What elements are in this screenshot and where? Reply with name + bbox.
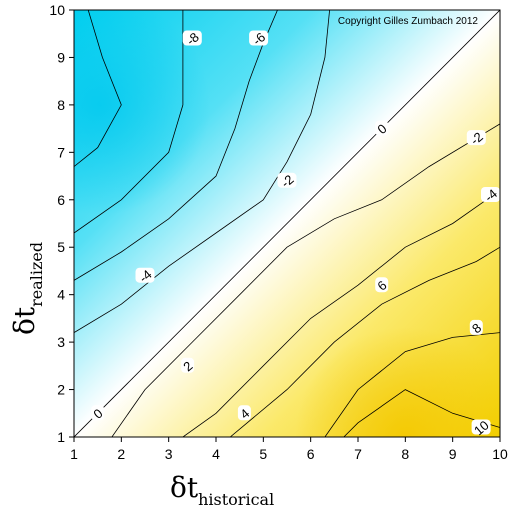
contour-label: -2 — [466, 129, 486, 148]
x-tick-label: 10 — [492, 446, 508, 462]
y-tick-label: 7 — [57, 144, 65, 160]
y-tick-label: 1 — [57, 429, 65, 445]
y-tick-label: 8 — [57, 97, 65, 113]
contour-label-background — [181, 357, 195, 373]
y-axis-label: δtrealized — [8, 242, 46, 335]
contour-label-background — [375, 120, 389, 136]
contour-label-background — [91, 405, 105, 421]
y-tick-label: 2 — [57, 382, 65, 398]
y-axis-subscript: realized — [27, 242, 46, 307]
contour-label: -6 — [249, 29, 268, 48]
x-tick-label: 8 — [401, 446, 409, 462]
x-tick-label: 3 — [165, 446, 173, 462]
contour-label-background — [237, 405, 251, 421]
contour-label: 0 — [374, 120, 390, 137]
copyright-note: Copyright Gilles Zumbach 2012 — [338, 16, 479, 27]
contour-line — [74, 10, 500, 437]
contour-label-background — [182, 30, 202, 46]
contour-label-background — [469, 319, 483, 335]
y-axis-symbol: δt — [8, 306, 41, 335]
contour-label: 0 — [90, 405, 106, 422]
x-axis-symbol: δt — [170, 471, 199, 504]
contour-labels: -8 -6 -4 -2 0 0 2 -2 4 -4 6 8 10 — [90, 29, 500, 437]
contour-label: -4 — [135, 267, 155, 286]
y-tick-label: 4 — [57, 287, 65, 303]
contour-lines — [74, 10, 500, 437]
x-tick-label: 2 — [117, 446, 125, 462]
x-axis-subscript: historical — [198, 490, 274, 509]
contour-label-background — [471, 419, 491, 435]
x-axis-ticks: 1 2 3 4 5 6 7 8 9 10 — [70, 437, 508, 462]
contour-line — [182, 189, 500, 437]
contour-label: -8 — [182, 29, 202, 48]
contour-line — [74, 10, 184, 234]
contour-label-background — [277, 172, 297, 188]
contour-line — [74, 10, 122, 167]
x-axis-label: δthistorical — [170, 471, 274, 509]
y-tick-label: 5 — [57, 239, 65, 255]
contour-label: -4 — [481, 186, 500, 205]
contour-line — [229, 246, 500, 437]
y-tick-label: 6 — [57, 192, 65, 208]
contour-label-background — [375, 277, 389, 293]
y-axis-label-group: δtrealized — [8, 242, 46, 335]
x-tick-label: 6 — [307, 446, 315, 462]
contour-label: 6 — [374, 277, 390, 294]
contour-label-background — [135, 267, 155, 283]
y-tick-label: 9 — [57, 49, 65, 65]
y-axis-ticks: 1 2 3 4 5 6 7 8 9 10 — [49, 2, 74, 445]
contour-label: 4 — [237, 405, 252, 422]
contour-label: 8 — [469, 319, 484, 336]
contour-label: 10 — [471, 417, 492, 437]
x-tick-label: 9 — [449, 446, 457, 462]
contour-line — [111, 123, 500, 437]
contour-line — [74, 10, 278, 281]
y-tick-label: 3 — [57, 334, 65, 350]
plot-frame — [73, 9, 501, 438]
contour-line — [74, 10, 330, 333]
contour-line — [324, 332, 500, 437]
plot-area: -8 -6 -4 -2 0 0 2 -2 4 -4 6 8 10 — [74, 10, 500, 437]
x-tick-label: 5 — [259, 446, 267, 462]
contour-label: -2 — [277, 172, 297, 191]
x-tick-label: 4 — [212, 446, 220, 462]
contour-label: 2 — [180, 357, 196, 374]
y-tick-label: 10 — [49, 2, 65, 18]
x-tick-label: 7 — [354, 446, 362, 462]
contour-label-background — [466, 130, 486, 146]
x-tick-label: 1 — [70, 446, 78, 462]
contour-label-background — [481, 187, 500, 202]
contour-line — [343, 389, 500, 437]
contour-label-background — [249, 30, 269, 46]
